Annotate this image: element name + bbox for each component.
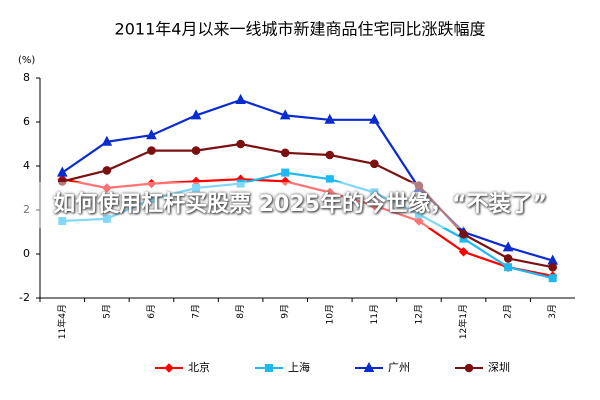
- point: [458, 247, 469, 257]
- point: [504, 263, 513, 272]
- point: [102, 183, 112, 193]
- point: [146, 178, 157, 189]
- point: [190, 109, 202, 120]
- series-line: [62, 171, 553, 280]
- legend-label: 上海: [288, 360, 310, 374]
- legend-label: 广州: [388, 361, 410, 374]
- series-line: [61, 98, 554, 262]
- point: [147, 146, 156, 155]
- point: [464, 363, 474, 373]
- point: [146, 129, 157, 140]
- point: [164, 363, 174, 373]
- point: [235, 93, 246, 104]
- series: [58, 168, 557, 283]
- legend-label: 北京: [188, 360, 210, 374]
- y-tick-label: -2: [19, 291, 30, 304]
- point: [502, 241, 514, 252]
- point: [369, 113, 380, 124]
- x-tick-label: 11月: [369, 304, 380, 324]
- legend-label: 深圳: [488, 361, 510, 374]
- y-tick-label: 4: [23, 159, 30, 172]
- y-tick-label: 8: [23, 71, 30, 84]
- point: [363, 361, 375, 372]
- overlay-band: 如何使用杠杆买股票 2025年的今世缘，“不装了”: [0, 182, 600, 228]
- y-tick-label: 6: [23, 115, 30, 128]
- y-unit: (%): [18, 55, 35, 66]
- x-tick-label: 5月: [101, 304, 112, 319]
- point: [280, 176, 290, 187]
- point: [57, 177, 67, 186]
- point: [503, 254, 513, 263]
- x-tick-label: 10月: [324, 304, 335, 324]
- x-tick-label: 3月: [547, 304, 558, 319]
- point: [548, 274, 557, 283]
- point: [414, 216, 424, 226]
- point: [280, 148, 290, 158]
- point: [58, 217, 67, 225]
- point: [281, 168, 290, 177]
- point: [325, 175, 334, 184]
- point: [102, 166, 112, 175]
- point: [102, 214, 111, 223]
- point: [370, 159, 379, 169]
- point: [236, 179, 245, 188]
- series: [56, 93, 559, 265]
- x-tick-label: 9月: [280, 304, 291, 319]
- y-tick-label: 2: [23, 203, 30, 216]
- series-line: [62, 178, 553, 278]
- point: [548, 262, 558, 272]
- x-tick-label: 8月: [235, 304, 246, 319]
- point: [101, 135, 113, 146]
- point: [414, 210, 423, 219]
- chart-title: 2011年4月以来一线城市新建商品住宅同比涨跌幅度: [115, 20, 486, 39]
- point: [265, 364, 273, 372]
- point: [191, 146, 201, 155]
- point: [459, 229, 468, 239]
- overlay-text: 如何使用杠杆买股票 2025年的今世缘，“不装了”: [53, 192, 547, 217]
- point: [324, 113, 336, 124]
- x-tick-label: 7月: [191, 304, 202, 319]
- point: [325, 187, 335, 198]
- point: [192, 184, 201, 192]
- point: [147, 195, 156, 203]
- x-tick-label: 12年1月: [457, 304, 469, 339]
- series: [57, 139, 558, 272]
- point: [279, 109, 291, 120]
- x-tick-label: 2月: [503, 304, 514, 319]
- point: [370, 188, 379, 197]
- point: [236, 139, 245, 149]
- point: [414, 181, 424, 191]
- x-tick-label: 12月: [413, 304, 424, 324]
- point: [369, 200, 380, 211]
- x-tick-label: 6月: [146, 304, 157, 319]
- point: [325, 150, 335, 160]
- point: [56, 166, 68, 177]
- series-line: [62, 142, 553, 269]
- y-tick-label: 0: [23, 247, 30, 260]
- x-tick-label: 11年4月: [56, 304, 68, 339]
